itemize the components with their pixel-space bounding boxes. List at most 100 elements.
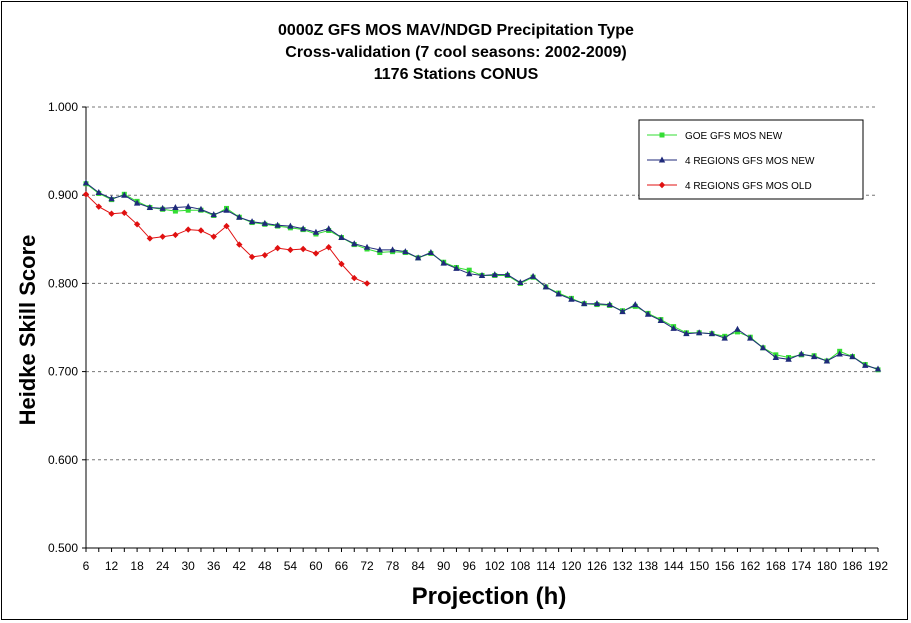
data-point: [108, 210, 115, 217]
data-point: [248, 218, 256, 225]
data-point: [223, 206, 230, 213]
data-point: [121, 191, 128, 198]
data-point: [325, 244, 332, 251]
data-point: [734, 329, 740, 335]
x-tick-label: 174: [791, 559, 811, 573]
x-tick-label: 150: [689, 559, 709, 573]
x-tick-label: 18: [130, 559, 144, 573]
x-tick-label: 138: [638, 559, 658, 573]
x-tick-label: 84: [411, 559, 425, 573]
data-point: [287, 246, 294, 254]
data-point: [683, 330, 690, 337]
data-point: [517, 279, 524, 286]
data-point: [376, 246, 384, 253]
x-tick-label: 126: [587, 559, 607, 573]
x-axis-title: Projection (h): [412, 583, 567, 610]
data-point: [338, 260, 345, 268]
data-point: [529, 272, 537, 279]
data-point: [644, 310, 652, 317]
x-tick-label: 162: [740, 559, 760, 573]
data-point: [402, 248, 409, 255]
data-point: [478, 271, 486, 278]
data-point: [810, 353, 818, 360]
legend-entry: 4 REGIONS GFS MOS OLD: [647, 181, 812, 192]
x-tick-label: 96: [463, 559, 477, 573]
x-tick-label: 78: [386, 559, 400, 573]
data-point: [172, 208, 178, 214]
x-tick-label: 108: [510, 559, 530, 573]
data-point: [133, 199, 141, 206]
data-point: [427, 249, 435, 256]
data-point: [274, 244, 281, 252]
y-axis-title: Heidke Skill Score: [15, 235, 40, 426]
series-3: [82, 191, 371, 287]
x-tick-label: 180: [817, 559, 837, 573]
y-tick-label: 0.600: [48, 453, 78, 467]
data-point: [363, 243, 371, 250]
x-tick-label: 120: [561, 559, 581, 573]
data-point: [261, 219, 269, 226]
x-axis-ticks: 6 12 18 24 30 36 42 48 54 60 66 72 78 84 90 96 102 108 114…: [83, 548, 888, 573]
legend-entry: 4 REGIONS GFS MOS NEW: [647, 156, 815, 167]
data-point: [299, 225, 307, 232]
data-point: [82, 179, 90, 186]
data-point: [159, 233, 166, 240]
x-tick-label: 12: [105, 559, 119, 573]
data-point: [849, 353, 856, 360]
data-point: [377, 250, 383, 256]
data-point: [363, 280, 371, 287]
data-point: [299, 245, 307, 253]
data-point: [659, 132, 665, 138]
data-point: [862, 361, 869, 368]
data-point: [555, 290, 562, 297]
data-point: [172, 204, 179, 211]
data-point: [414, 254, 422, 261]
x-tick-label: 156: [715, 559, 735, 573]
y-tick-label: 1.000: [48, 100, 78, 114]
data-point: [312, 250, 320, 257]
x-tick-label: 24: [156, 559, 170, 573]
data-point: [197, 227, 205, 234]
data-point: [542, 283, 550, 290]
chart-title: 0000Z GFS MOS MAV/NDGD Precipitation Typ…: [278, 22, 634, 83]
data-point: [248, 253, 256, 261]
x-tick-label: 90: [437, 559, 451, 573]
data-point: [159, 204, 166, 211]
data-point: [184, 226, 192, 233]
data-point: [708, 330, 716, 337]
legend-label: GOE GFS MOS NEW: [685, 131, 783, 142]
data-point: [172, 231, 179, 239]
data-point: [632, 301, 639, 308]
data-point: [197, 205, 205, 212]
data-point: [747, 334, 754, 341]
data-point: [734, 325, 741, 332]
data-point: [440, 259, 447, 266]
data-point: [108, 195, 115, 202]
data-point: [95, 189, 102, 196]
data-point: [82, 191, 90, 198]
y-tick-label: 0.700: [48, 365, 78, 379]
x-tick-label: 102: [485, 559, 505, 573]
data-point: [823, 357, 831, 364]
legend-label: 4 REGIONS GFS MOS OLD: [685, 181, 812, 192]
legend: GOE GFS MOS NEW 4 REGIONS GFS MOS NEW 4 RE…: [638, 119, 864, 200]
title-line-3: 1176 Stations CONUS: [374, 66, 539, 83]
x-tick-label: 42: [233, 559, 247, 573]
data-point: [759, 344, 767, 351]
data-point: [236, 241, 243, 248]
data-point: [274, 221, 281, 228]
x-tick-label: 186: [842, 559, 862, 573]
data-point: [658, 156, 666, 163]
data-point: [121, 209, 128, 217]
title-line-1: 0000Z GFS MOS MAV/NDGD Precipitation Typ…: [278, 22, 634, 39]
data-point: [185, 207, 191, 213]
data-point: [580, 300, 588, 307]
x-tick-label: 6: [83, 559, 90, 573]
data-point: [568, 295, 575, 302]
data-point: [798, 350, 805, 357]
data-point: [95, 203, 102, 210]
data-point: [504, 271, 511, 278]
x-tick-label: 30: [182, 559, 196, 573]
data-point: [657, 316, 665, 323]
